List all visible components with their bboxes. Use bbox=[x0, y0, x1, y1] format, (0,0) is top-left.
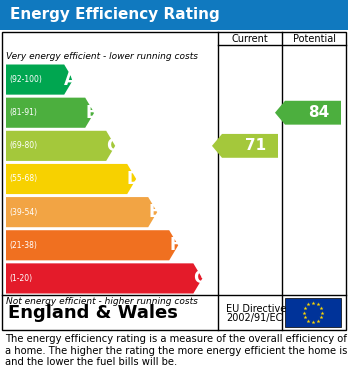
Text: (21-38): (21-38) bbox=[9, 241, 37, 250]
Text: B: B bbox=[85, 104, 98, 122]
Text: Potential: Potential bbox=[293, 34, 335, 43]
Polygon shape bbox=[212, 134, 278, 158]
Text: (1-20): (1-20) bbox=[9, 274, 32, 283]
Text: (39-54): (39-54) bbox=[9, 208, 37, 217]
Text: (81-91): (81-91) bbox=[9, 108, 37, 117]
Bar bbox=[0, 0, 348, 30]
Polygon shape bbox=[6, 65, 73, 95]
Text: F: F bbox=[170, 236, 181, 254]
Text: A: A bbox=[64, 70, 77, 89]
Polygon shape bbox=[6, 197, 157, 227]
Text: Energy Efficiency Rating: Energy Efficiency Rating bbox=[10, 7, 220, 23]
Text: 71: 71 bbox=[245, 138, 266, 153]
Polygon shape bbox=[275, 101, 341, 125]
Bar bbox=[285, 298, 341, 327]
Text: Not energy efficient - higher running costs: Not energy efficient - higher running co… bbox=[6, 297, 198, 306]
Text: (55-68): (55-68) bbox=[9, 174, 37, 183]
Text: 2002/91/EC: 2002/91/EC bbox=[226, 314, 282, 323]
Text: D: D bbox=[127, 170, 140, 188]
Text: The energy efficiency rating is a measure of the overall efficiency of a home. T: The energy efficiency rating is a measur… bbox=[5, 334, 347, 367]
Text: Very energy efficient - lower running costs: Very energy efficient - lower running co… bbox=[6, 52, 198, 61]
Text: England & Wales: England & Wales bbox=[8, 303, 178, 321]
Text: EU Directive: EU Directive bbox=[226, 303, 286, 314]
Polygon shape bbox=[6, 131, 115, 161]
Text: Current: Current bbox=[232, 34, 268, 43]
Polygon shape bbox=[6, 164, 136, 194]
Text: G: G bbox=[193, 269, 206, 287]
Polygon shape bbox=[6, 98, 94, 128]
Text: C: C bbox=[106, 137, 119, 155]
Bar bbox=[2, 32, 346, 330]
Polygon shape bbox=[6, 264, 202, 294]
Polygon shape bbox=[6, 230, 178, 260]
Text: (92-100): (92-100) bbox=[9, 75, 42, 84]
Text: E: E bbox=[149, 203, 160, 221]
Text: 84: 84 bbox=[308, 105, 329, 120]
Text: (69-80): (69-80) bbox=[9, 142, 37, 151]
